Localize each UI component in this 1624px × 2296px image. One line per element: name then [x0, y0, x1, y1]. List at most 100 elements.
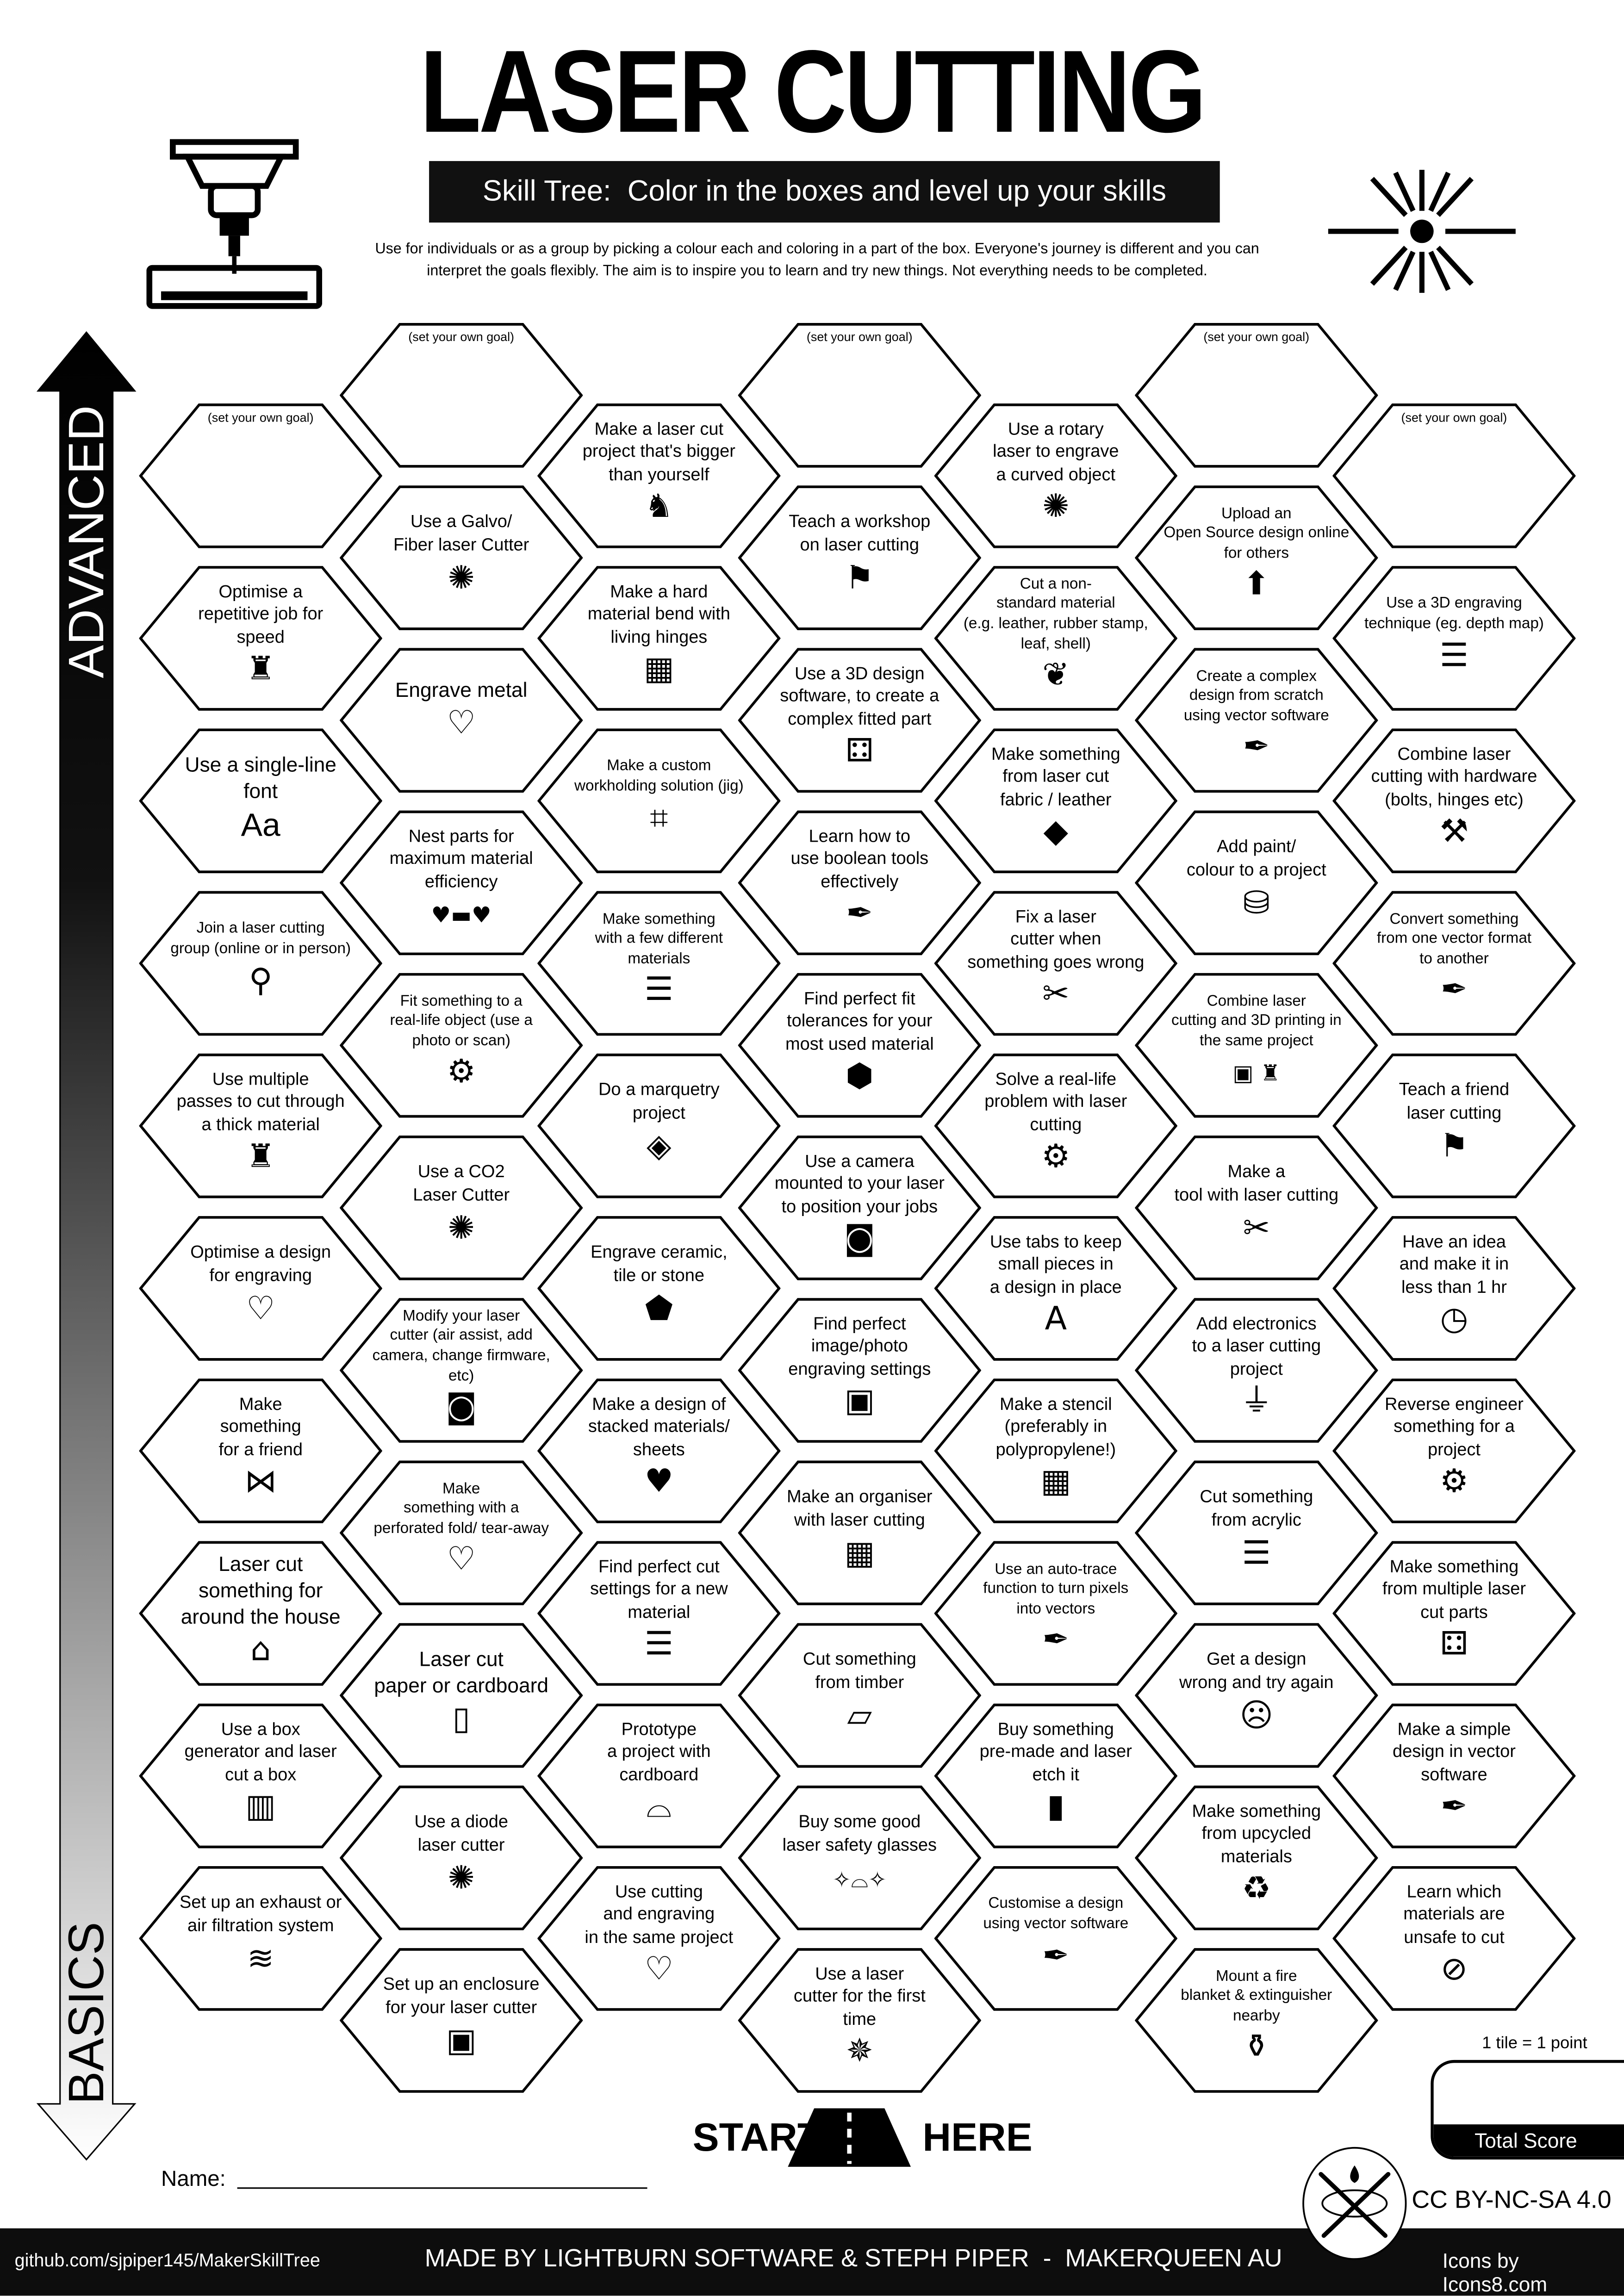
skill-tile[interactable]: ♜ Optimise a repetitive job for speed — [139, 565, 382, 711]
skill-tile[interactable]: ⊘ Learn which materials are unsafe to cut — [1332, 1865, 1576, 2011]
skill-tile[interactable]: ⌓ Prototype a project with cardboard — [537, 1703, 781, 1849]
skill-tile[interactable]: ♡ Engrave metal — [340, 647, 583, 794]
skill-tile[interactable]: ▥ Use a box generator and laser cut a box — [139, 1703, 382, 1849]
skill-tile[interactable]: ✺ Use a rotary laser to engrave a curved … — [934, 403, 1177, 549]
skill-tile[interactable]: ⛁ Add paint/ colour to a project — [1135, 810, 1378, 956]
skill-tile[interactable]: ☰ Make something with a few different mat… — [537, 890, 781, 1036]
skill-tile[interactable]: ▱ Cut something from timber — [738, 1622, 981, 1769]
hexagon-shape — [738, 648, 981, 793]
skill-tile[interactable]: A Use tabs to keep small pieces in a desi… — [934, 1215, 1177, 1361]
tools-icon: ✂ — [1243, 1210, 1270, 1247]
skill-tile[interactable]: ⋈ Make something for a friend — [139, 1378, 382, 1524]
skill-tile[interactable]: Aa Use a single-line font — [139, 728, 382, 874]
goal-tile[interactable]: (set your own goal) — [1135, 322, 1378, 468]
skill-tile[interactable]: ✂ Make a tool with laser cutting — [1135, 1135, 1378, 1281]
skill-tile[interactable]: ♜ Use multiple passes to cut through a th… — [139, 1053, 382, 1199]
goal-tile[interactable]: (set your own goal) — [1332, 403, 1576, 549]
skill-tile[interactable]: ✒ Customise a design using vector softwar… — [934, 1865, 1177, 2011]
skill-tile[interactable]: ◙ Use a camera mounted to your laser to p… — [738, 1135, 981, 1281]
skill-tile[interactable]: ✺ Use a diode laser cutter — [340, 1785, 583, 1931]
hexagon-outline — [1332, 1378, 1576, 1523]
skill-tile[interactable]: ◆ Make something from laser cut fabric / … — [934, 728, 1177, 874]
skill-tile[interactable]: ▦ Make an organiser with laser cutting — [738, 1460, 981, 1606]
skill-tile[interactable]: ▮ Buy something pre-made and laser etch i… — [934, 1703, 1177, 1849]
skill-tile[interactable]: ⚱ Mount a fire blanket & extinguisher nea… — [1135, 1947, 1378, 2093]
skill-tile[interactable]: ⚲ Join a laser cutting group (online or i… — [139, 890, 382, 1036]
skill-tile[interactable]: ♥▬♥ Nest parts for maximum material effic… — [340, 810, 583, 956]
skill-tile[interactable]: ⬆ Upload an Open Source design online for… — [1135, 484, 1378, 631]
skill-tile[interactable]: ⚑ Teach a workshop on laser cutting — [738, 484, 981, 631]
skill-tile[interactable]: ☰ Cut something from acrylic — [1135, 1460, 1378, 1606]
box-book-icon: ▥ — [245, 1789, 276, 1826]
skill-tile[interactable]: ✂ Fix a laser cutter when something goes … — [934, 890, 1177, 1036]
goal-tile[interactable]: (set your own goal) — [340, 322, 583, 468]
skill-tile[interactable]: ⌗ Make a custom workholding solution (jig… — [537, 728, 781, 874]
skill-tile[interactable]: ◈ Do a marquetry project — [537, 1053, 781, 1199]
skill-tile[interactable]: ⚃ Make something from multiple laser cut … — [1332, 1540, 1576, 1687]
skill-tile[interactable]: ⚒ Combine laser cutting with hardware (bo… — [1332, 728, 1576, 874]
skill-tile[interactable]: ✧⌓✧ Buy some good laser safety glasses — [738, 1785, 981, 1931]
skill-tile[interactable]: ❦ Cut a non- standard material (e.g. leat… — [934, 565, 1177, 711]
wind-icon: ≋ — [247, 1941, 274, 1978]
skill-tile[interactable]: ♞ Make a laser cut project that's bigger … — [537, 403, 781, 549]
skill-tile[interactable]: ▣ Find perfect image/photo engraving sett… — [738, 1297, 981, 1443]
hexagon-shape — [738, 973, 981, 1118]
total-score-box[interactable]: Total Score — [1431, 2060, 1624, 2160]
goal-tile[interactable]: (set your own goal) — [738, 322, 981, 468]
skill-tile[interactable]: ✒ Convert something from one vector forma… — [1332, 890, 1576, 1036]
hexagon-outline — [934, 1866, 1177, 2011]
skill-tile[interactable]: ⌂ Laser cut something for around the hous… — [139, 1540, 382, 1687]
page-title-text: LASER CUTTING — [420, 26, 1207, 157]
goal-tile[interactable]: (set your own goal) — [139, 403, 382, 549]
skill-tile[interactable]: ⚙ Fit something to a real-life object (us… — [340, 972, 583, 1118]
skill-tile[interactable]: ✺ Use a Galvo/ Fiber laser Cutter — [340, 484, 583, 631]
skill-tile[interactable]: ♡ Make something with a perforated fold/ … — [340, 1460, 583, 1606]
skill-tile[interactable]: ▣ ♜ Combine laser cutting and 3D printing… — [1135, 972, 1378, 1118]
skill-tile[interactable]: ⚃ Use a 3D design software, to create a c… — [738, 647, 981, 794]
skill-tile[interactable]: ✺ Use a CO2 Laser Cutter — [340, 1135, 583, 1281]
skill-tile[interactable]: ✒ Use an auto-trace function to turn pixe… — [934, 1540, 1177, 1687]
hexagon-shape — [738, 485, 981, 630]
hexagon-outline — [1135, 1623, 1378, 1768]
hexagon-outline — [139, 891, 382, 1036]
skill-tile[interactable]: ♡ Use cutting and engraving in the same p… — [537, 1865, 781, 2011]
skill-tile[interactable]: ⚑ Teach a friend laser cutting — [1332, 1053, 1576, 1199]
led-icon: ⏚ — [1240, 1384, 1273, 1421]
skill-tile[interactable]: ⚙ Reverse engineer something for a projec… — [1332, 1378, 1576, 1524]
hexagon-shape — [934, 728, 1177, 874]
skill-tile[interactable]: ☰ Use a 3D engraving technique (eg. depth… — [1332, 565, 1576, 711]
skill-tile[interactable]: ≋ Set up an exhaust or air filtration sys… — [139, 1865, 382, 2011]
skill-tile[interactable]: ◷ Have an idea and make it in less than 1… — [1332, 1215, 1576, 1361]
skill-tile[interactable]: ♡ Optimise a design for engraving — [139, 1215, 382, 1361]
tile-label: Mount a fire blanket & extinguisher near… — [1181, 1967, 1332, 2025]
skill-tile[interactable]: ⬢ Find perfect fit tolerances for your mo… — [738, 972, 981, 1118]
skill-tile[interactable]: ⏚ Add electronics to a laser cutting proj… — [1135, 1297, 1378, 1443]
skill-tile[interactable]: ◙ Modify your laser cutter (air assist, a… — [340, 1297, 583, 1443]
skill-tile[interactable]: ▦ Make a hard material bend with living h… — [537, 565, 781, 711]
skill-tile[interactable]: ♻ Make something from upcycled materials — [1135, 1785, 1378, 1931]
hexagon-shape — [537, 1866, 781, 2011]
tile-label: Find perfect cut settings for a new mate… — [590, 1556, 728, 1622]
skill-tile[interactable]: ☰ Find perfect cut settings for a new mat… — [537, 1540, 781, 1687]
hexagon-shape — [1332, 1866, 1576, 2011]
github-link[interactable]: github.com/sjpiper145/MakerSkillTree — [14, 2250, 320, 2271]
name-field[interactable] — [237, 2187, 647, 2189]
skill-tile[interactable]: ♥ Make a design of stacked materials/ she… — [537, 1378, 781, 1524]
skill-tile[interactable]: ▯ Laser cut paper or cardboard — [340, 1622, 583, 1769]
skill-tile[interactable]: ✵ Use a laser cutter for the first time — [738, 1947, 981, 2093]
skill-tile[interactable]: ⬟ Engrave ceramic, tile or stone — [537, 1215, 781, 1361]
skill-tile[interactable]: ☹ Get a design wrong and try again — [1135, 1622, 1378, 1769]
hexagon-shape — [340, 1298, 583, 1443]
hexagon-shape — [340, 1785, 583, 1930]
hexagon-outline — [738, 973, 981, 1118]
skill-tile[interactable]: ⚙ Solve a real-life problem with laser cu… — [934, 1053, 1177, 1199]
laser-starburst-icon: ✺ — [1042, 490, 1070, 527]
skill-tile[interactable]: ✒ Learn how to use boolean tools effectiv… — [738, 810, 981, 956]
skill-tile[interactable]: ✒ Make a simple design in vector software — [1332, 1703, 1576, 1849]
tile-label: Customise a design using vector software — [983, 1895, 1129, 1933]
hexagon-shape — [537, 1378, 781, 1523]
skill-tile[interactable]: ▣ Set up an enclosure for your laser cutt… — [340, 1947, 583, 2093]
skill-tile[interactable]: ▦ Make a stencil (preferably in polypropy… — [934, 1378, 1177, 1524]
enclosure-icon: ▣ — [446, 2023, 477, 2060]
skill-tile[interactable]: ✒ Create a complex design from scratch us… — [1135, 647, 1378, 794]
